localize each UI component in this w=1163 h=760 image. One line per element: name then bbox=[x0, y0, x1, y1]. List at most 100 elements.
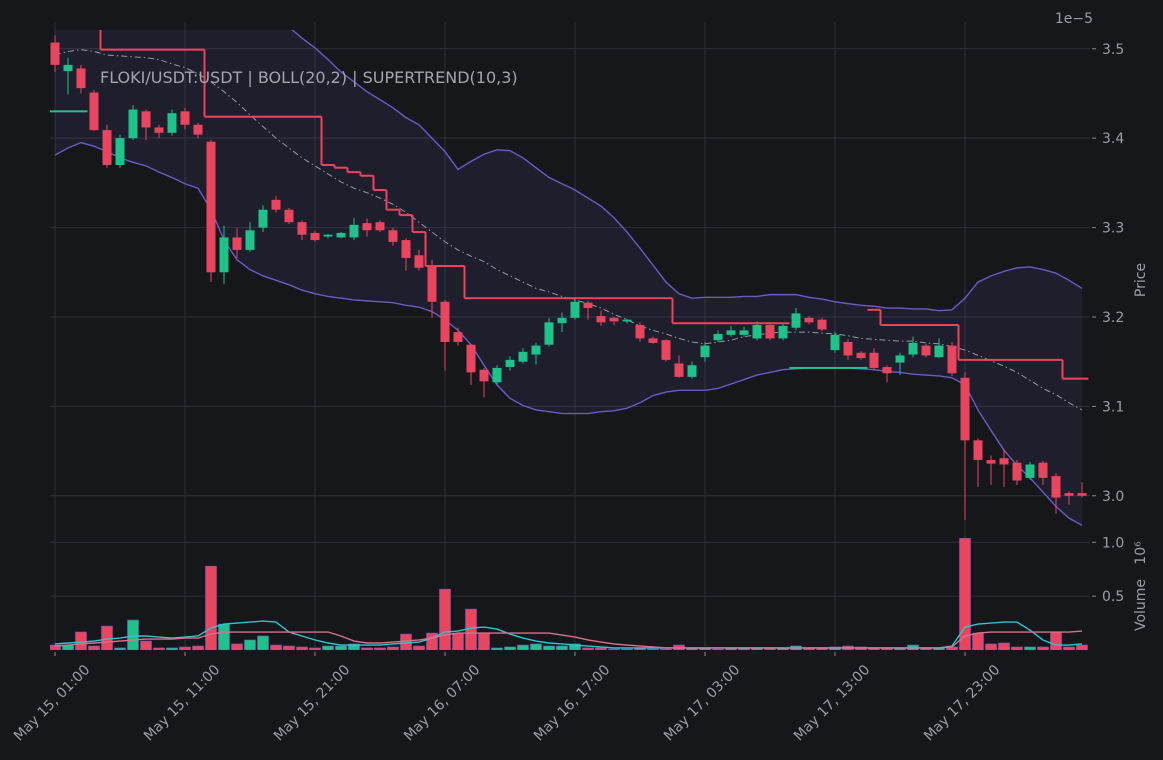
candle-body bbox=[1012, 462, 1022, 481]
volume-bar bbox=[660, 648, 672, 650]
candle-body bbox=[141, 111, 151, 128]
candle-body bbox=[492, 367, 502, 383]
candle-body bbox=[661, 340, 671, 360]
volume-bar bbox=[231, 643, 243, 650]
volume-offset: 10⁶ bbox=[1133, 541, 1149, 565]
candle-body bbox=[479, 369, 489, 382]
volume-bar bbox=[140, 640, 152, 650]
candle-body bbox=[999, 458, 1009, 465]
candle-body bbox=[934, 345, 944, 358]
candle-body bbox=[869, 352, 879, 368]
candle-body bbox=[921, 345, 931, 356]
volume-bar bbox=[1050, 631, 1062, 650]
volume-bar bbox=[387, 646, 399, 650]
candle-body bbox=[635, 325, 645, 339]
volume-bar bbox=[452, 632, 464, 650]
candle-body bbox=[947, 345, 957, 374]
candle-body bbox=[297, 222, 307, 235]
volume-bar bbox=[985, 643, 997, 650]
candle-body bbox=[1077, 493, 1087, 496]
candle-body bbox=[583, 302, 593, 309]
volume-bar bbox=[179, 646, 191, 650]
volume-bar bbox=[530, 643, 542, 650]
candle-body bbox=[817, 319, 827, 330]
candle-body bbox=[778, 325, 788, 339]
candle-body bbox=[1051, 476, 1061, 498]
candle-body bbox=[622, 319, 632, 322]
candle-body bbox=[544, 322, 554, 345]
y-tick-label: 3.4 bbox=[1102, 131, 1124, 147]
x-tick-label: May 15, 21:00 bbox=[271, 662, 353, 744]
volume-bar bbox=[114, 647, 126, 650]
candle-body bbox=[76, 68, 86, 89]
volume-bar bbox=[205, 565, 217, 650]
candle-body bbox=[453, 332, 463, 343]
volume-bar bbox=[374, 647, 386, 650]
chart-title: FLOKI/USDT:USDT | BOLL(20,2) | SUPERTREN… bbox=[100, 68, 518, 87]
line bbox=[54, 630, 1083, 649]
volume-bar bbox=[959, 538, 971, 650]
volume-bar bbox=[283, 645, 295, 650]
candle-body bbox=[349, 224, 359, 238]
candle-body bbox=[258, 209, 268, 228]
volume-bar bbox=[491, 647, 503, 650]
volume-bar bbox=[1011, 646, 1023, 650]
volume-bar bbox=[582, 647, 594, 650]
candle-body bbox=[960, 377, 970, 441]
volume-bar bbox=[1063, 646, 1075, 650]
volume-bar bbox=[998, 642, 1010, 650]
y-tick-label: 3.1 bbox=[1102, 399, 1124, 415]
x-tick-label: May 17, 23:00 bbox=[921, 662, 1003, 744]
candle-body bbox=[804, 317, 814, 323]
candle-body bbox=[531, 345, 541, 355]
candle-body bbox=[362, 223, 372, 231]
candle-body bbox=[102, 130, 112, 165]
candle-body bbox=[856, 352, 866, 359]
candle-body bbox=[674, 363, 684, 377]
candle-body bbox=[687, 365, 697, 377]
y-tick-label: 3.5 bbox=[1102, 42, 1124, 58]
volume-bar bbox=[543, 645, 555, 650]
volume-bar bbox=[127, 619, 139, 650]
volume-bar bbox=[647, 648, 659, 650]
volume-bar bbox=[192, 645, 204, 650]
candle-body bbox=[440, 301, 450, 343]
candle-body bbox=[193, 124, 203, 135]
volume-bar bbox=[296, 646, 308, 650]
candle-body bbox=[388, 230, 398, 242]
candle-body bbox=[245, 230, 255, 250]
volume-bar bbox=[244, 639, 256, 650]
y-tick-label: 3.2 bbox=[1102, 310, 1124, 326]
x-tick-label: May 16, 17:00 bbox=[531, 662, 613, 744]
volume-bar bbox=[361, 647, 373, 650]
volume-bar bbox=[556, 645, 568, 650]
candle-body bbox=[648, 338, 658, 343]
y-offset: 1e−5 bbox=[1055, 11, 1093, 27]
candle-body bbox=[414, 255, 424, 268]
volume-bar bbox=[322, 645, 334, 650]
volume-bar bbox=[712, 648, 724, 650]
candle-body bbox=[609, 317, 619, 322]
volume-bar bbox=[426, 632, 438, 650]
volume-bar bbox=[569, 643, 581, 650]
volume-bar bbox=[309, 647, 321, 650]
candle-body bbox=[700, 345, 710, 358]
volume-bar bbox=[335, 645, 347, 650]
volume-bar bbox=[270, 644, 282, 650]
candle-body bbox=[882, 367, 892, 374]
volume-bar bbox=[166, 647, 178, 650]
candle-body bbox=[63, 64, 73, 72]
volume-bar bbox=[595, 647, 607, 650]
volume-bar bbox=[621, 648, 633, 650]
candle-body bbox=[973, 440, 983, 461]
volume-bar bbox=[517, 644, 529, 650]
candle-body bbox=[557, 317, 567, 324]
candle-body bbox=[219, 237, 229, 273]
candle-body bbox=[830, 334, 840, 351]
band-fill bbox=[55, 30, 1082, 526]
candle-body bbox=[427, 265, 437, 302]
candle-body bbox=[180, 111, 190, 125]
x-tick-label: May 17, 13:00 bbox=[791, 662, 873, 744]
volume-bar bbox=[478, 632, 490, 650]
